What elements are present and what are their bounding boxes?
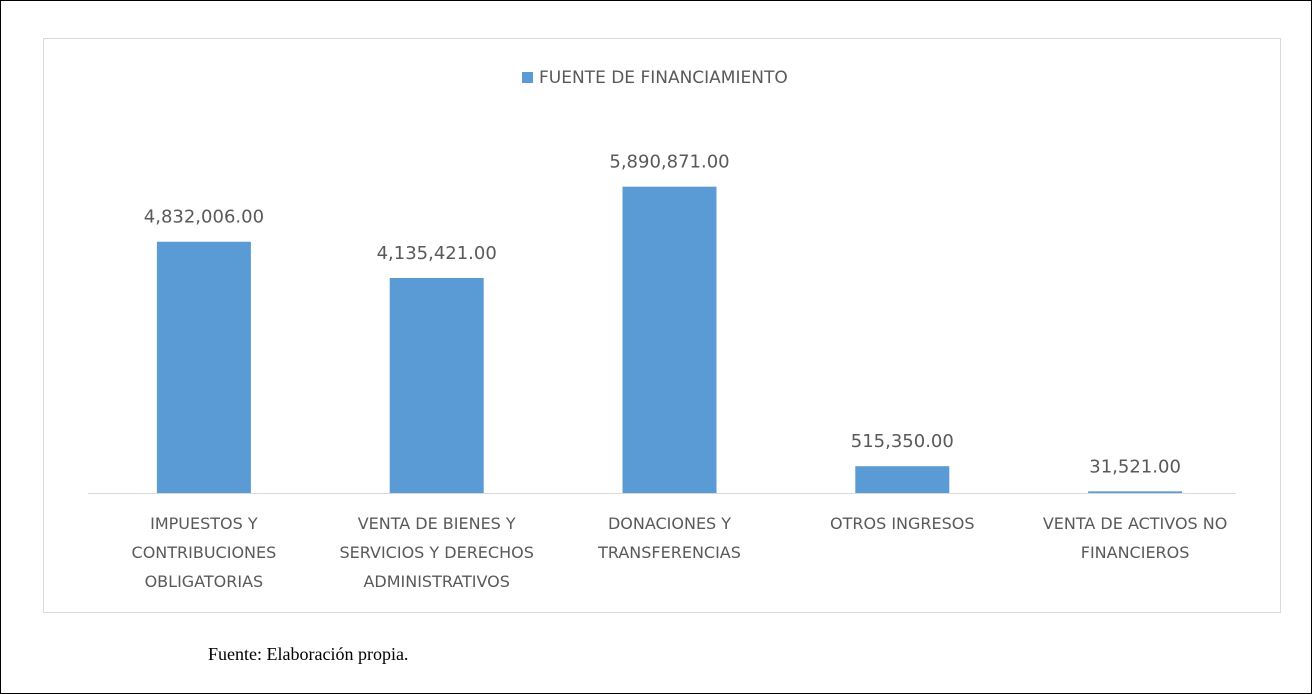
value-label: 5,890,871.00 <box>609 152 729 173</box>
x-tick-label: VENTA DE ACTIVOS NO FINANCIEROS <box>1042 514 1228 562</box>
bar <box>622 186 717 493</box>
x-tick-label: OTROS INGRESOS <box>830 514 975 533</box>
value-label: 515,350.00 <box>851 431 954 452</box>
value-label: 31,521.00 <box>1089 456 1181 477</box>
x-tick-label: IMPUESTOS Y CONTRIBUCIONES OBLIGATORIAS <box>131 514 277 591</box>
source-note: Fuente: Elaboración propia. <box>208 644 409 664</box>
value-label: 4,135,421.00 <box>377 243 497 264</box>
bar <box>1088 491 1183 493</box>
value-label: 4,832,006.00 <box>144 207 264 228</box>
bar <box>156 241 251 493</box>
bar <box>855 466 950 493</box>
x-tick-label: VENTA DE BIENES Y SERVICIOS Y DERECHOS A… <box>339 514 534 591</box>
legend-swatch <box>522 72 533 83</box>
legend-label: FUENTE DE FINANCIAMIENTO <box>539 68 788 88</box>
bar <box>389 277 484 493</box>
x-tick-label: DONACIONES Y TRANSFERENCIAS <box>598 514 741 562</box>
